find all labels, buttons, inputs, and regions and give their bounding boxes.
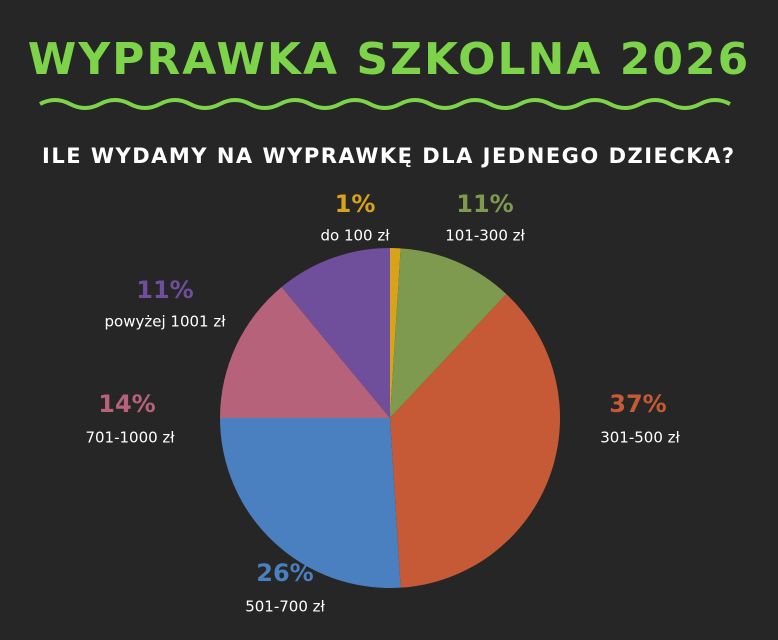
- category-label: 501-700 zł: [245, 598, 325, 616]
- category-label: 101-300 zł: [445, 227, 525, 245]
- value-label: 26%: [256, 559, 313, 587]
- wavy-divider: [39, 98, 731, 110]
- value-label: 11%: [456, 190, 513, 218]
- chart-subtitle: ILE WYDAMY NA WYPRAWKĘ DLA JEDNEGO DZIEC…: [42, 144, 736, 168]
- value-label: 14%: [98, 390, 155, 418]
- pie-slice: [390, 248, 507, 418]
- pie-slice: [390, 294, 560, 588]
- pie-slice: [220, 287, 390, 418]
- value-label: 37%: [609, 390, 666, 418]
- pie-slice: [220, 418, 401, 588]
- pie-slice: [390, 248, 401, 418]
- category-label: do 100 zł: [320, 227, 390, 245]
- category-label: 301-500 zł: [600, 429, 680, 447]
- pie-slice: [281, 248, 390, 418]
- category-label: 701-1000 zł: [85, 429, 175, 447]
- chart-title: WYPRAWKA SZKOLNA 2026: [28, 34, 750, 85]
- value-label: 11%: [136, 276, 193, 304]
- value-label: 1%: [335, 190, 376, 218]
- category-label: powyżej 1001 zł: [105, 313, 227, 331]
